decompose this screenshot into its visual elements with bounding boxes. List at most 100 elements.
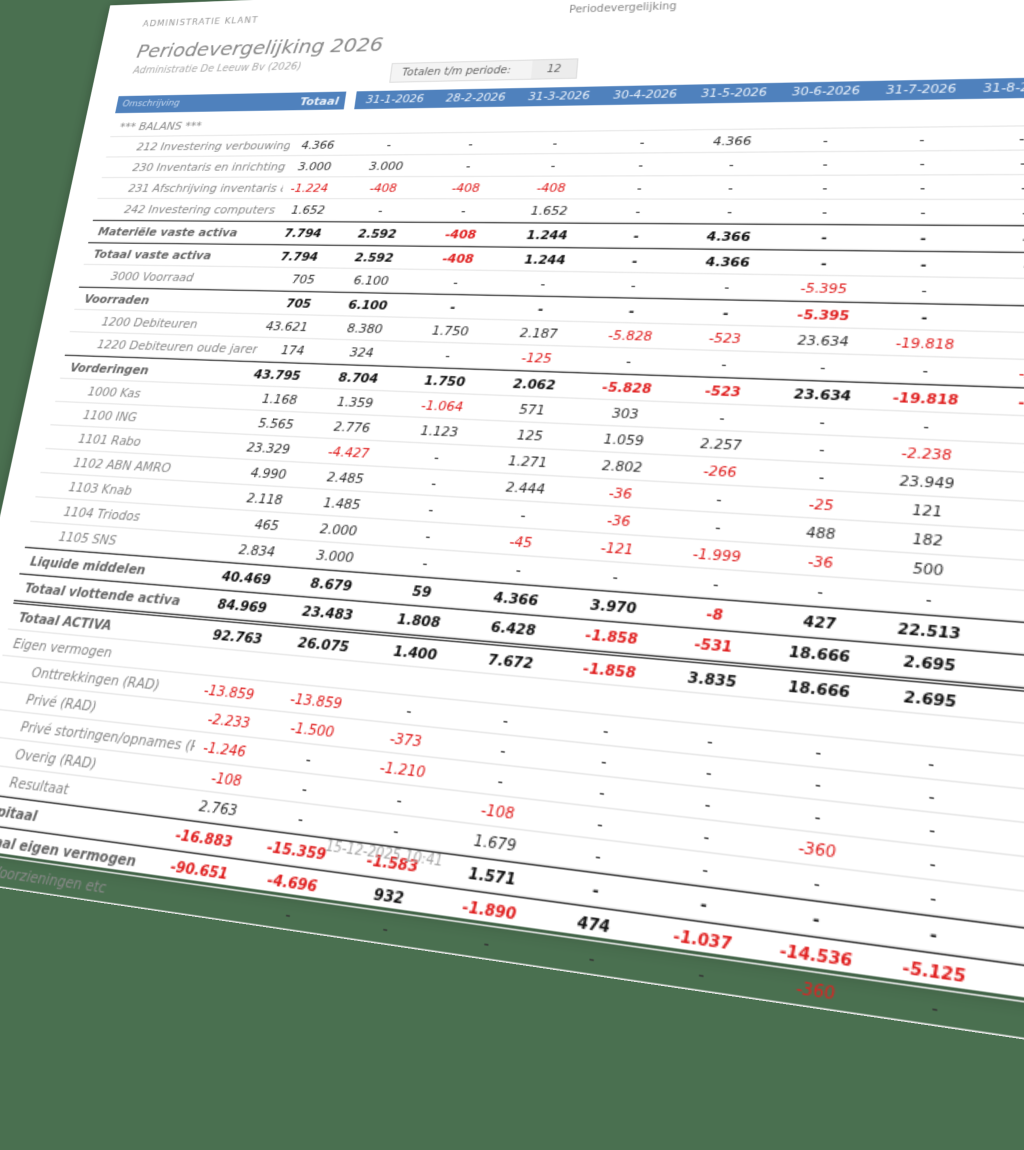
month-cell: -: [377, 202, 384, 217]
month-cell: -121: [600, 538, 634, 558]
row-label: 231 Afschrijving inventaris & inr.: [127, 181, 285, 195]
month-header: 30-6-2026: [792, 84, 861, 99]
row-total: 1.168: [261, 390, 299, 408]
month-cell: 3.000: [368, 158, 405, 173]
month-cell: -: [975, 283, 1024, 301]
row-total: 4.990: [249, 464, 288, 482]
row-label: 1200 Debiteuren: [100, 314, 199, 331]
month-header: 28-2-2026: [445, 91, 507, 105]
month-cell: -1.064: [420, 397, 464, 415]
description-header: Omschrijving: [121, 98, 181, 110]
row-label: Totaal vaste activa: [92, 246, 213, 262]
row-total: 705: [285, 295, 313, 311]
row-total: 7.794: [279, 249, 320, 264]
month-header: 31-8-2026: [983, 80, 1024, 96]
row-total: 7.794: [283, 225, 323, 240]
total-header: Totaal: [299, 94, 340, 108]
month-cell: 2.802: [601, 456, 643, 476]
row-total: [342, 123, 405, 124]
month-cell: -: [922, 361, 929, 379]
month-cell: -1.858: [582, 658, 637, 682]
month-cell: -1.500: [289, 718, 336, 741]
period-selector[interactable]: Totalen t/m periode: 12: [389, 58, 579, 83]
month-cell: 6.100: [352, 272, 390, 288]
month-cell: -1.858: [584, 625, 639, 648]
month-cell: -: [722, 304, 730, 321]
month-cell: -: [467, 136, 474, 151]
month-cell: 6.428: [490, 617, 537, 639]
month-cell: -: [424, 526, 432, 544]
month-cell: -: [983, 563, 1024, 589]
month-cell: 1.059: [603, 430, 645, 449]
month-cell: -: [405, 700, 413, 720]
month-cell: -: [639, 134, 645, 149]
month-cell: -25: [1018, 364, 1024, 383]
month-header: 31-3-2026: [527, 89, 591, 104]
month-cell: -: [976, 310, 1024, 329]
period-selector-value[interactable]: 12: [530, 59, 578, 79]
month-cell: -: [706, 730, 714, 751]
month-cell: -408: [451, 180, 481, 195]
month-cell: 23.634: [793, 385, 852, 404]
row-label: *** BALANS ***: [118, 119, 203, 133]
month-cell: -: [304, 749, 313, 768]
row-total: 465: [253, 515, 281, 534]
month-cell: -108: [480, 799, 516, 823]
month-cell: -: [822, 179, 828, 195]
month-cell: -: [631, 252, 639, 268]
month-cell: 3.835: [687, 667, 737, 691]
month-cell: -25: [808, 494, 834, 514]
month-cell: -: [920, 203, 926, 220]
row-label: Materiële vaste activa: [97, 224, 239, 240]
month-cell: 125: [516, 426, 544, 444]
month-cell: -125: [520, 349, 553, 366]
month-cell: 488: [806, 523, 836, 543]
month-cell: -: [974, 230, 1024, 247]
month-cell: -: [296, 808, 305, 828]
row-label: 242 Investering computers: [123, 202, 277, 217]
month-cell: -: [822, 132, 828, 148]
month-cell: -25: [1018, 392, 1024, 412]
row-label: 3000 Voorraad: [109, 268, 195, 285]
month-cell: -: [421, 553, 429, 571]
month-cell: 1.652: [530, 203, 569, 218]
month-cell: 1.271: [507, 452, 548, 471]
month-cell: 4.366: [712, 133, 752, 149]
month-cell: -5.395: [800, 279, 848, 297]
month-cell: -: [452, 274, 459, 289]
company-name: ADMINISTRATIE KLANT: [141, 16, 259, 30]
month-cell: -: [427, 500, 435, 518]
month-cell: -: [822, 156, 828, 171]
month-cell: -: [928, 785, 935, 807]
month-cell: 324: [348, 344, 375, 360]
month-cell: -: [430, 474, 438, 491]
table-row[interactable]: 231 Afschrijving inventaris & inr. -1.224…: [97, 173, 1024, 201]
month-cell: -: [814, 773, 822, 794]
month-cell: -: [602, 720, 610, 740]
month-cell: -: [715, 489, 722, 508]
month-cell: -: [925, 589, 932, 609]
month-cell: -5.395: [797, 306, 850, 324]
month-cell: -: [499, 740, 507, 760]
row-total: -13.859: [202, 680, 256, 703]
month-cell: -: [983, 534, 1024, 559]
month-cell: -: [519, 505, 527, 523]
month-cell: -: [600, 750, 608, 771]
month-cell: -: [395, 789, 403, 810]
month-cell: 26.075: [296, 633, 351, 656]
month-cell: -: [628, 302, 636, 319]
month-cell: -523: [704, 382, 742, 400]
month-cell: -: [921, 281, 927, 298]
period-selector-label: Totalen t/m periode:: [401, 64, 512, 79]
month-cell: 3.970: [589, 595, 638, 617]
month-cell: 23.634: [797, 331, 849, 350]
month-cell: -: [819, 358, 826, 375]
row-total: 40.469: [220, 567, 273, 588]
month-cell: -36: [807, 551, 834, 572]
month-cell: -4.427: [327, 443, 371, 461]
month-cell: -: [815, 741, 822, 762]
month-cell: -5.828: [601, 378, 653, 397]
month-cell: -: [465, 158, 472, 173]
month-cell: -408: [441, 250, 475, 266]
month-cell: -: [635, 203, 641, 218]
